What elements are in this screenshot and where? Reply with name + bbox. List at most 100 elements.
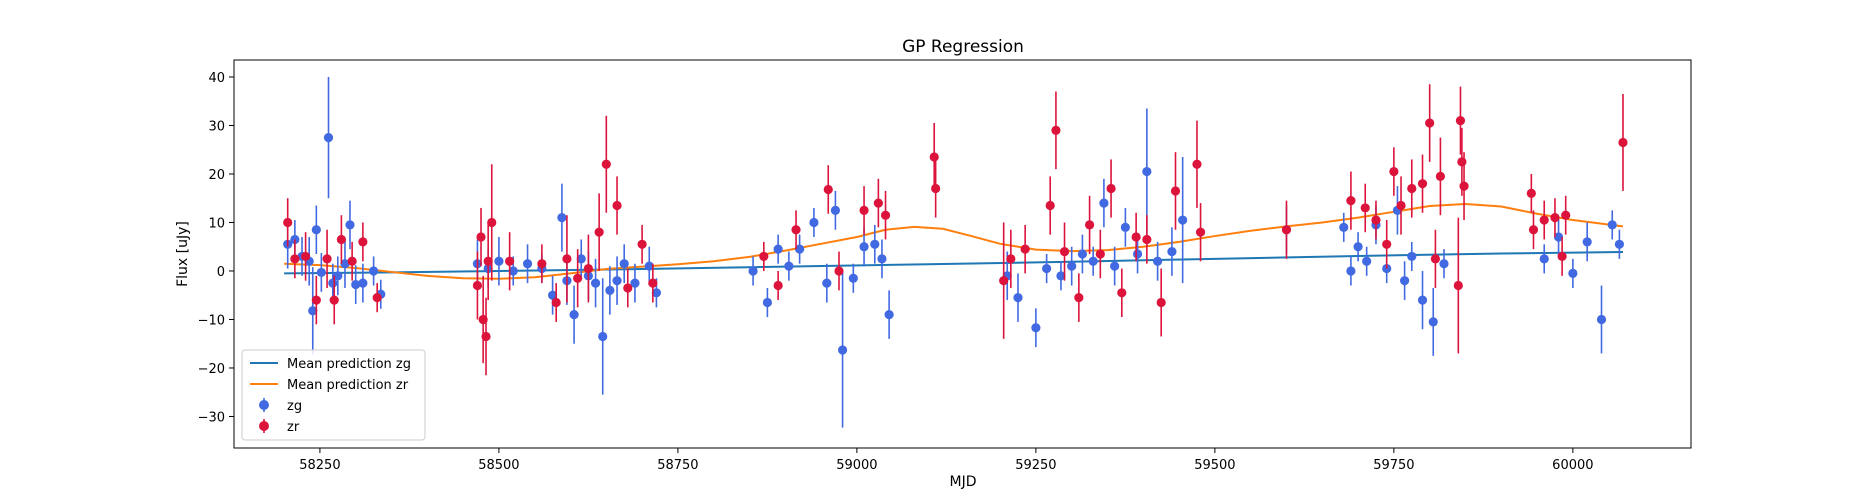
data-point [476,232,486,242]
data-point [372,293,382,303]
mean-prediction-lines [284,203,1624,280]
mean-prediction-line-1 [284,203,1624,280]
data-point [551,297,561,308]
data-point [1067,261,1077,271]
series-zr [283,84,1628,376]
x-tick-label: 58500 [478,458,519,473]
data-point [290,254,300,264]
data-point [557,213,567,223]
data-point [322,254,332,264]
data-point [1117,288,1127,298]
data-point [619,259,629,269]
x-tick-label: 59500 [1194,458,1235,473]
data-point [877,254,887,264]
data-point [1407,183,1417,194]
data-point [1056,271,1066,281]
data-point [1167,246,1177,257]
data-point [1389,166,1399,177]
data-point [630,278,640,288]
data-point [1539,215,1549,225]
data-point [1550,213,1560,223]
data-point [562,254,572,264]
data-point [1425,118,1435,128]
data-point [333,271,343,281]
legend-label-zg: zg [287,399,302,414]
legend-swatch-zg-marker [259,400,269,410]
data-point [1132,249,1143,259]
data-point [329,295,339,305]
data-point [748,266,758,276]
data-point [1400,276,1410,286]
data-point [837,345,848,355]
legend-box [241,349,426,441]
data-point [637,239,647,249]
data-point [1077,249,1088,259]
legend-label-mean-zg: Mean prediction zg [287,357,411,372]
data-point [870,239,880,249]
data-point [1120,222,1130,232]
data-point [601,159,611,169]
data-point [1539,254,1549,264]
data-point [822,278,832,288]
data-point [1607,220,1617,230]
data-point [929,152,939,162]
data-point [648,278,658,288]
data-point [1110,261,1120,271]
data-point [759,251,769,262]
data-point [791,225,801,235]
data-point [1371,215,1381,225]
data-point [651,288,662,298]
data-point [1059,246,1070,257]
data-point [1013,293,1023,303]
data-point [1346,266,1356,276]
data-point [345,220,355,230]
data-point [1142,166,1152,177]
data-point [573,273,583,283]
data-point [1360,203,1370,213]
data-point [623,283,633,293]
data-point [505,256,515,266]
data-point [569,310,579,320]
data-point [1281,225,1292,235]
data-point [1195,227,1206,237]
data-point [999,276,1009,286]
data-point [1614,239,1625,249]
data-point [328,278,338,288]
series-zg [283,76,1625,428]
data-point [1095,249,1105,259]
data-point [1396,200,1406,211]
data-point [1417,179,1428,189]
data-point [351,279,361,290]
y-tick-label: −10 [198,313,225,328]
y-tick-label: 40 [208,71,225,86]
data-point [880,210,891,220]
data-point [1170,186,1181,196]
x-tick-label: 59750 [1373,458,1414,473]
data-point [1031,323,1041,333]
data-point [576,254,586,264]
data-point [494,256,504,266]
data-point [1528,225,1539,235]
data-point [1153,256,1163,266]
data-point [830,205,841,215]
y-tick-label: 20 [208,168,225,183]
y-tick-label: −30 [198,410,225,425]
data-point [884,310,894,320]
data-point [612,276,622,286]
data-point [1455,116,1466,126]
data-point [605,285,615,295]
chart-title: GP Regression [902,37,1024,57]
data-point [522,259,533,269]
data-point [1142,234,1152,245]
data-point [1568,268,1578,278]
data-point [1051,125,1061,135]
data-point [931,183,941,194]
data-point [1435,171,1446,181]
data-point [369,266,379,276]
data-point [1553,232,1564,242]
legend-label-mean-zr: Mean prediction zr [287,378,409,393]
data-point [583,263,594,274]
data-point [1561,210,1571,220]
legend-swatch-zr-marker [259,421,269,431]
